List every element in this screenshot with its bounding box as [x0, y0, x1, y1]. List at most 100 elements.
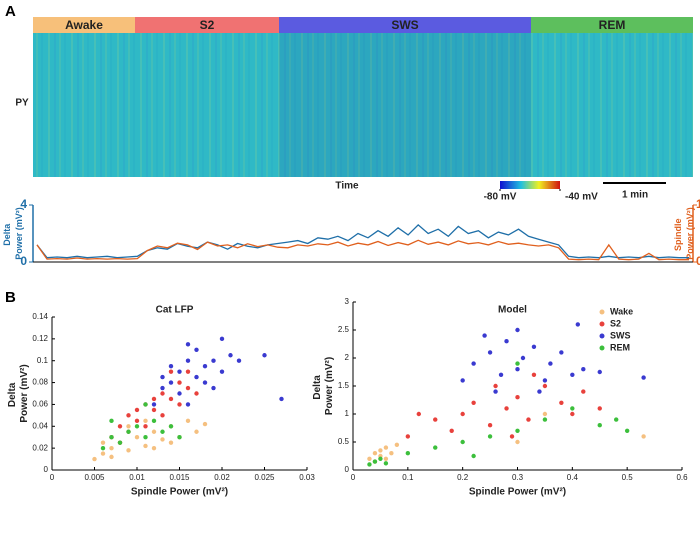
- scatter-point: [570, 411, 575, 417]
- scatter-point: [160, 374, 165, 380]
- scatter-point: [542, 417, 548, 422]
- y-tick-label: 0: [44, 465, 49, 474]
- scatter-point: [367, 456, 372, 461]
- scatter-point: [92, 456, 97, 462]
- scatter-point: [185, 402, 191, 407]
- scatter-point: [160, 437, 165, 442]
- scatter-point: [515, 361, 520, 366]
- x-axis-label: Time: [335, 181, 359, 192]
- y-tick-label: 2.5: [338, 325, 350, 334]
- scatter-point: [581, 367, 586, 372]
- scatter-point: [471, 400, 476, 405]
- colorbar-label: -40 mV: [565, 192, 598, 203]
- y-axis-label: Delta Power (mV²): [7, 364, 30, 422]
- x-tick-label: 0.025: [254, 473, 275, 482]
- scatter-point: [570, 372, 575, 377]
- scatter-point: [177, 369, 182, 374]
- scatter-point: [109, 418, 114, 424]
- scatter-point: [126, 448, 131, 453]
- scatter-point: [482, 333, 487, 338]
- scatter-point: [460, 378, 465, 383]
- scatter-point: [211, 358, 216, 363]
- scatter-point: [520, 355, 526, 361]
- colorbar: [500, 181, 560, 189]
- y-tick-label: 0: [20, 254, 27, 268]
- scatter-point: [570, 406, 575, 411]
- scatter-point: [405, 434, 411, 439]
- scatter-point: [151, 402, 157, 407]
- y-tick-label: 0.08: [32, 378, 48, 387]
- scatter-point: [504, 339, 509, 344]
- scatter-point: [372, 451, 378, 456]
- scatter-point: [160, 385, 165, 391]
- scatter-point: [449, 428, 454, 433]
- scatter-point: [383, 456, 389, 461]
- scatter-point: [202, 363, 208, 369]
- scatter-point: [542, 411, 548, 417]
- scatter-point: [109, 435, 114, 440]
- stage-band: [279, 17, 531, 33]
- scatter-point: [143, 435, 148, 440]
- x-tick-label: 0: [50, 473, 55, 482]
- y-tick-label: 0.06: [32, 400, 48, 409]
- x-tick-label: 0.4: [567, 473, 579, 482]
- scatter-point: [504, 406, 509, 411]
- scatter-point: [143, 418, 148, 424]
- scatter-point: [515, 327, 520, 333]
- scatter-point: [471, 453, 476, 459]
- scatter-point: [394, 442, 400, 447]
- scatter-point: [531, 344, 537, 349]
- y-tick-label: 0.1: [37, 356, 49, 365]
- scatter-point: [194, 347, 199, 352]
- scatter-point: [624, 428, 630, 433]
- scatter-point: [211, 385, 216, 391]
- scatter-point: [487, 423, 493, 428]
- scatter-point: [219, 336, 225, 342]
- x-tick-label: 0.1: [402, 473, 414, 482]
- scatter-point: [641, 375, 646, 380]
- panel-label: A: [5, 3, 16, 20]
- scatter-point: [460, 411, 465, 417]
- scatter-point: [177, 391, 182, 396]
- x-axis-label: Spindle Power (mV²): [131, 487, 228, 498]
- y2-axis-label: Spindle Power (mV²): [673, 207, 695, 260]
- scatter-point: [262, 353, 267, 358]
- scatter-point: [185, 342, 191, 347]
- stage-label: SWS: [391, 18, 418, 32]
- scatter-point: [509, 434, 515, 439]
- scatter-point: [151, 445, 157, 451]
- scatter-point: [185, 358, 191, 363]
- scatter-point: [134, 418, 140, 424]
- scatter-point: [597, 406, 602, 411]
- scatter-point: [143, 402, 148, 407]
- scatter-point: [515, 439, 520, 445]
- scatter-point: [487, 434, 493, 439]
- scatter-point: [185, 369, 191, 374]
- scatter-point: [383, 461, 389, 466]
- x-tick-label: 0.02: [214, 473, 230, 482]
- scatter-point: [168, 369, 174, 374]
- scatter-point: [416, 411, 421, 417]
- scatter-point: [168, 440, 174, 445]
- scatter-point: [185, 418, 191, 424]
- scatter-point: [202, 421, 208, 427]
- legend-marker: [599, 345, 605, 351]
- scatter-point: [383, 445, 389, 450]
- scatter-point: [559, 400, 564, 405]
- scatter-point: [151, 418, 157, 424]
- chart-title: Cat LFP: [156, 305, 194, 316]
- line-series: [36, 239, 689, 261]
- scatter-point: [126, 413, 131, 418]
- y-tick-label: 2: [345, 353, 350, 362]
- scatter-point: [597, 423, 602, 428]
- scatter-point: [185, 385, 191, 391]
- scatter-point: [151, 407, 157, 413]
- scatter-point: [405, 451, 411, 456]
- scatter-point: [433, 417, 438, 422]
- stage-label: Awake: [65, 18, 103, 32]
- legend-label: Wake: [610, 306, 633, 316]
- scatter-point: [151, 396, 157, 402]
- y-tick-label: 1.5: [338, 381, 350, 390]
- scatter-point: [177, 435, 182, 440]
- stage-band: [33, 17, 135, 33]
